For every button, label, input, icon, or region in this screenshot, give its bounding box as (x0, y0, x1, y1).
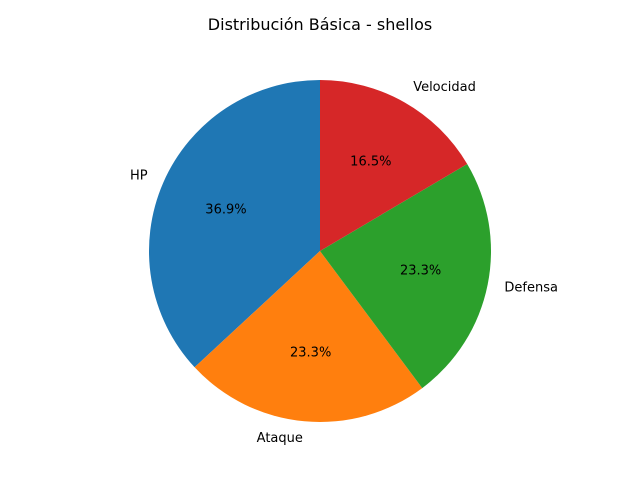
percent-label-ataque: 23.3% (290, 346, 331, 361)
category-label-hp: HP (130, 168, 148, 183)
percent-label-hp: 36.9% (205, 202, 246, 217)
chart-title: Distribución Básica - shellos (208, 15, 432, 34)
pie-slice-hp (149, 80, 320, 368)
percent-labels: 36.9% 23.3% 23.3% 16.5% (205, 154, 441, 360)
pie-slice-defensa (320, 163, 491, 389)
percent-label-velocidad: 16.5% (350, 154, 391, 169)
pie-slices (149, 80, 491, 422)
category-label-defensa: Defensa (504, 280, 558, 295)
category-labels: HP Ataque Defensa Velocidad (130, 80, 558, 446)
category-label-velocidad: Velocidad (413, 80, 476, 95)
pie-slice-ataque (194, 251, 423, 422)
category-label-ataque: Ataque (257, 431, 303, 446)
percent-label-defensa: 23.3% (400, 264, 441, 279)
pie-slice-velocidad (320, 80, 468, 251)
